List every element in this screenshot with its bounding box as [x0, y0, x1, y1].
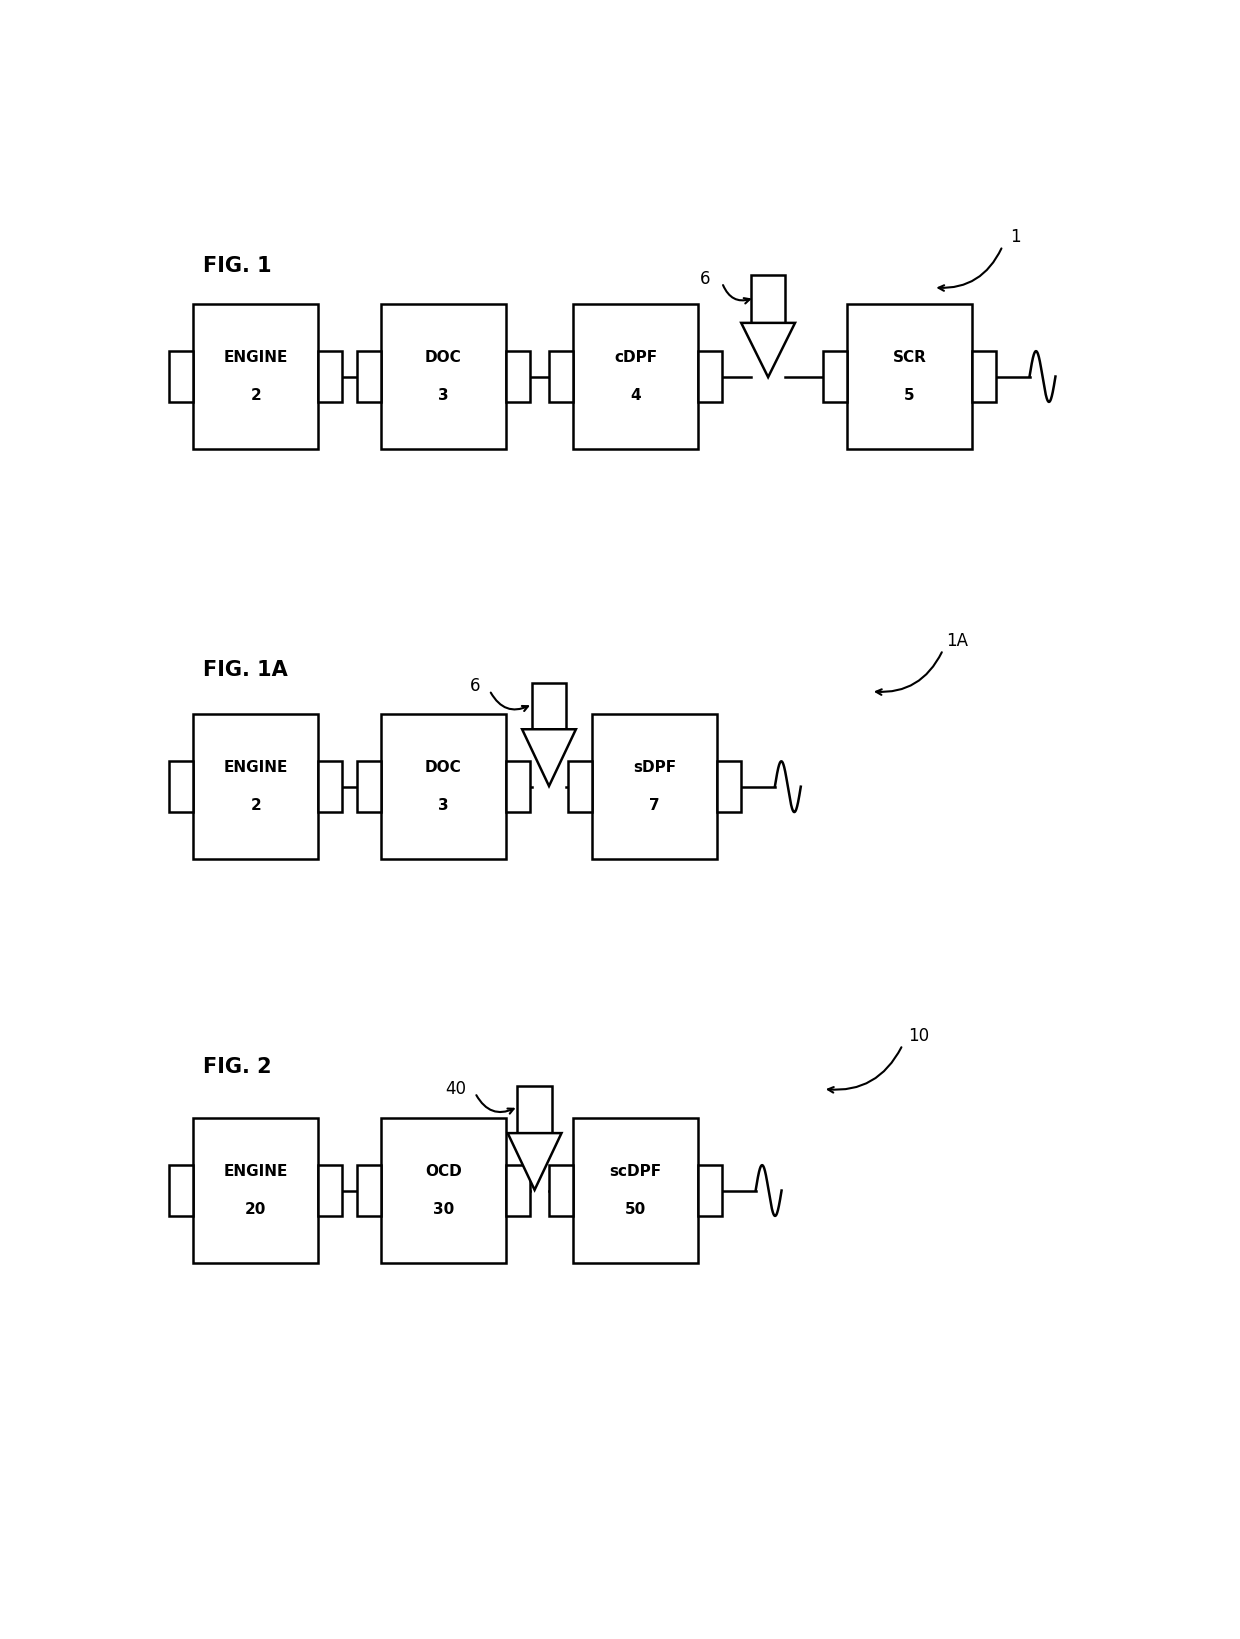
Bar	[170, 760, 193, 811]
Bar	[357, 760, 381, 811]
Bar	[381, 715, 506, 859]
Bar	[972, 351, 996, 402]
Text: 3: 3	[438, 388, 449, 403]
Bar	[717, 760, 742, 811]
Bar	[532, 682, 567, 729]
Text: OCD: OCD	[425, 1164, 461, 1178]
Bar	[517, 1087, 552, 1133]
Text: sDPF: sDPF	[634, 760, 676, 775]
Text: 30: 30	[433, 1201, 454, 1216]
Text: 7: 7	[650, 798, 660, 813]
Text: 2: 2	[250, 798, 262, 813]
Text: SCR: SCR	[893, 351, 926, 365]
Bar	[751, 275, 785, 323]
Text: 20: 20	[246, 1201, 267, 1216]
Bar	[568, 760, 593, 811]
Bar	[549, 351, 573, 402]
Text: 3: 3	[438, 798, 449, 813]
Text: DOC: DOC	[425, 760, 461, 775]
Bar	[381, 303, 506, 449]
Bar	[549, 1165, 573, 1216]
Bar	[319, 1165, 342, 1216]
Text: cDPF: cDPF	[614, 351, 657, 365]
Polygon shape	[507, 1133, 562, 1190]
Polygon shape	[742, 323, 795, 377]
Bar	[847, 303, 972, 449]
Bar	[170, 1165, 193, 1216]
Bar	[170, 351, 193, 402]
Bar	[357, 1165, 381, 1216]
Bar	[823, 351, 847, 402]
Bar	[381, 1118, 506, 1264]
Bar	[506, 1165, 529, 1216]
Bar	[593, 715, 717, 859]
Bar	[193, 715, 319, 859]
Text: 6: 6	[470, 677, 480, 695]
Text: 10: 10	[909, 1028, 930, 1046]
Bar	[506, 351, 529, 402]
Text: ENGINE: ENGINE	[223, 351, 288, 365]
Text: ENGINE: ENGINE	[223, 1164, 288, 1178]
Text: 5: 5	[904, 388, 915, 403]
Bar	[573, 303, 698, 449]
Bar	[319, 760, 342, 811]
Bar	[193, 303, 319, 449]
Text: scDPF: scDPF	[609, 1164, 662, 1178]
Text: 1A: 1A	[946, 633, 968, 651]
Text: 50: 50	[625, 1201, 646, 1216]
Bar	[357, 351, 381, 402]
Text: 1: 1	[1009, 228, 1021, 246]
Text: ENGINE: ENGINE	[223, 760, 288, 775]
Bar	[319, 351, 342, 402]
Text: 4: 4	[630, 388, 641, 403]
Text: DOC: DOC	[425, 351, 461, 365]
Polygon shape	[522, 729, 575, 787]
Bar	[193, 1118, 319, 1264]
Bar	[698, 1165, 722, 1216]
Text: FIG. 1: FIG. 1	[203, 256, 272, 275]
Bar	[698, 351, 722, 402]
Bar	[506, 760, 529, 811]
Text: 2: 2	[250, 388, 262, 403]
Bar	[573, 1118, 698, 1264]
Text: FIG. 2: FIG. 2	[203, 1057, 272, 1077]
Text: 40: 40	[445, 1080, 466, 1098]
Text: FIG. 1A: FIG. 1A	[203, 661, 288, 680]
Text: 6: 6	[699, 270, 711, 288]
